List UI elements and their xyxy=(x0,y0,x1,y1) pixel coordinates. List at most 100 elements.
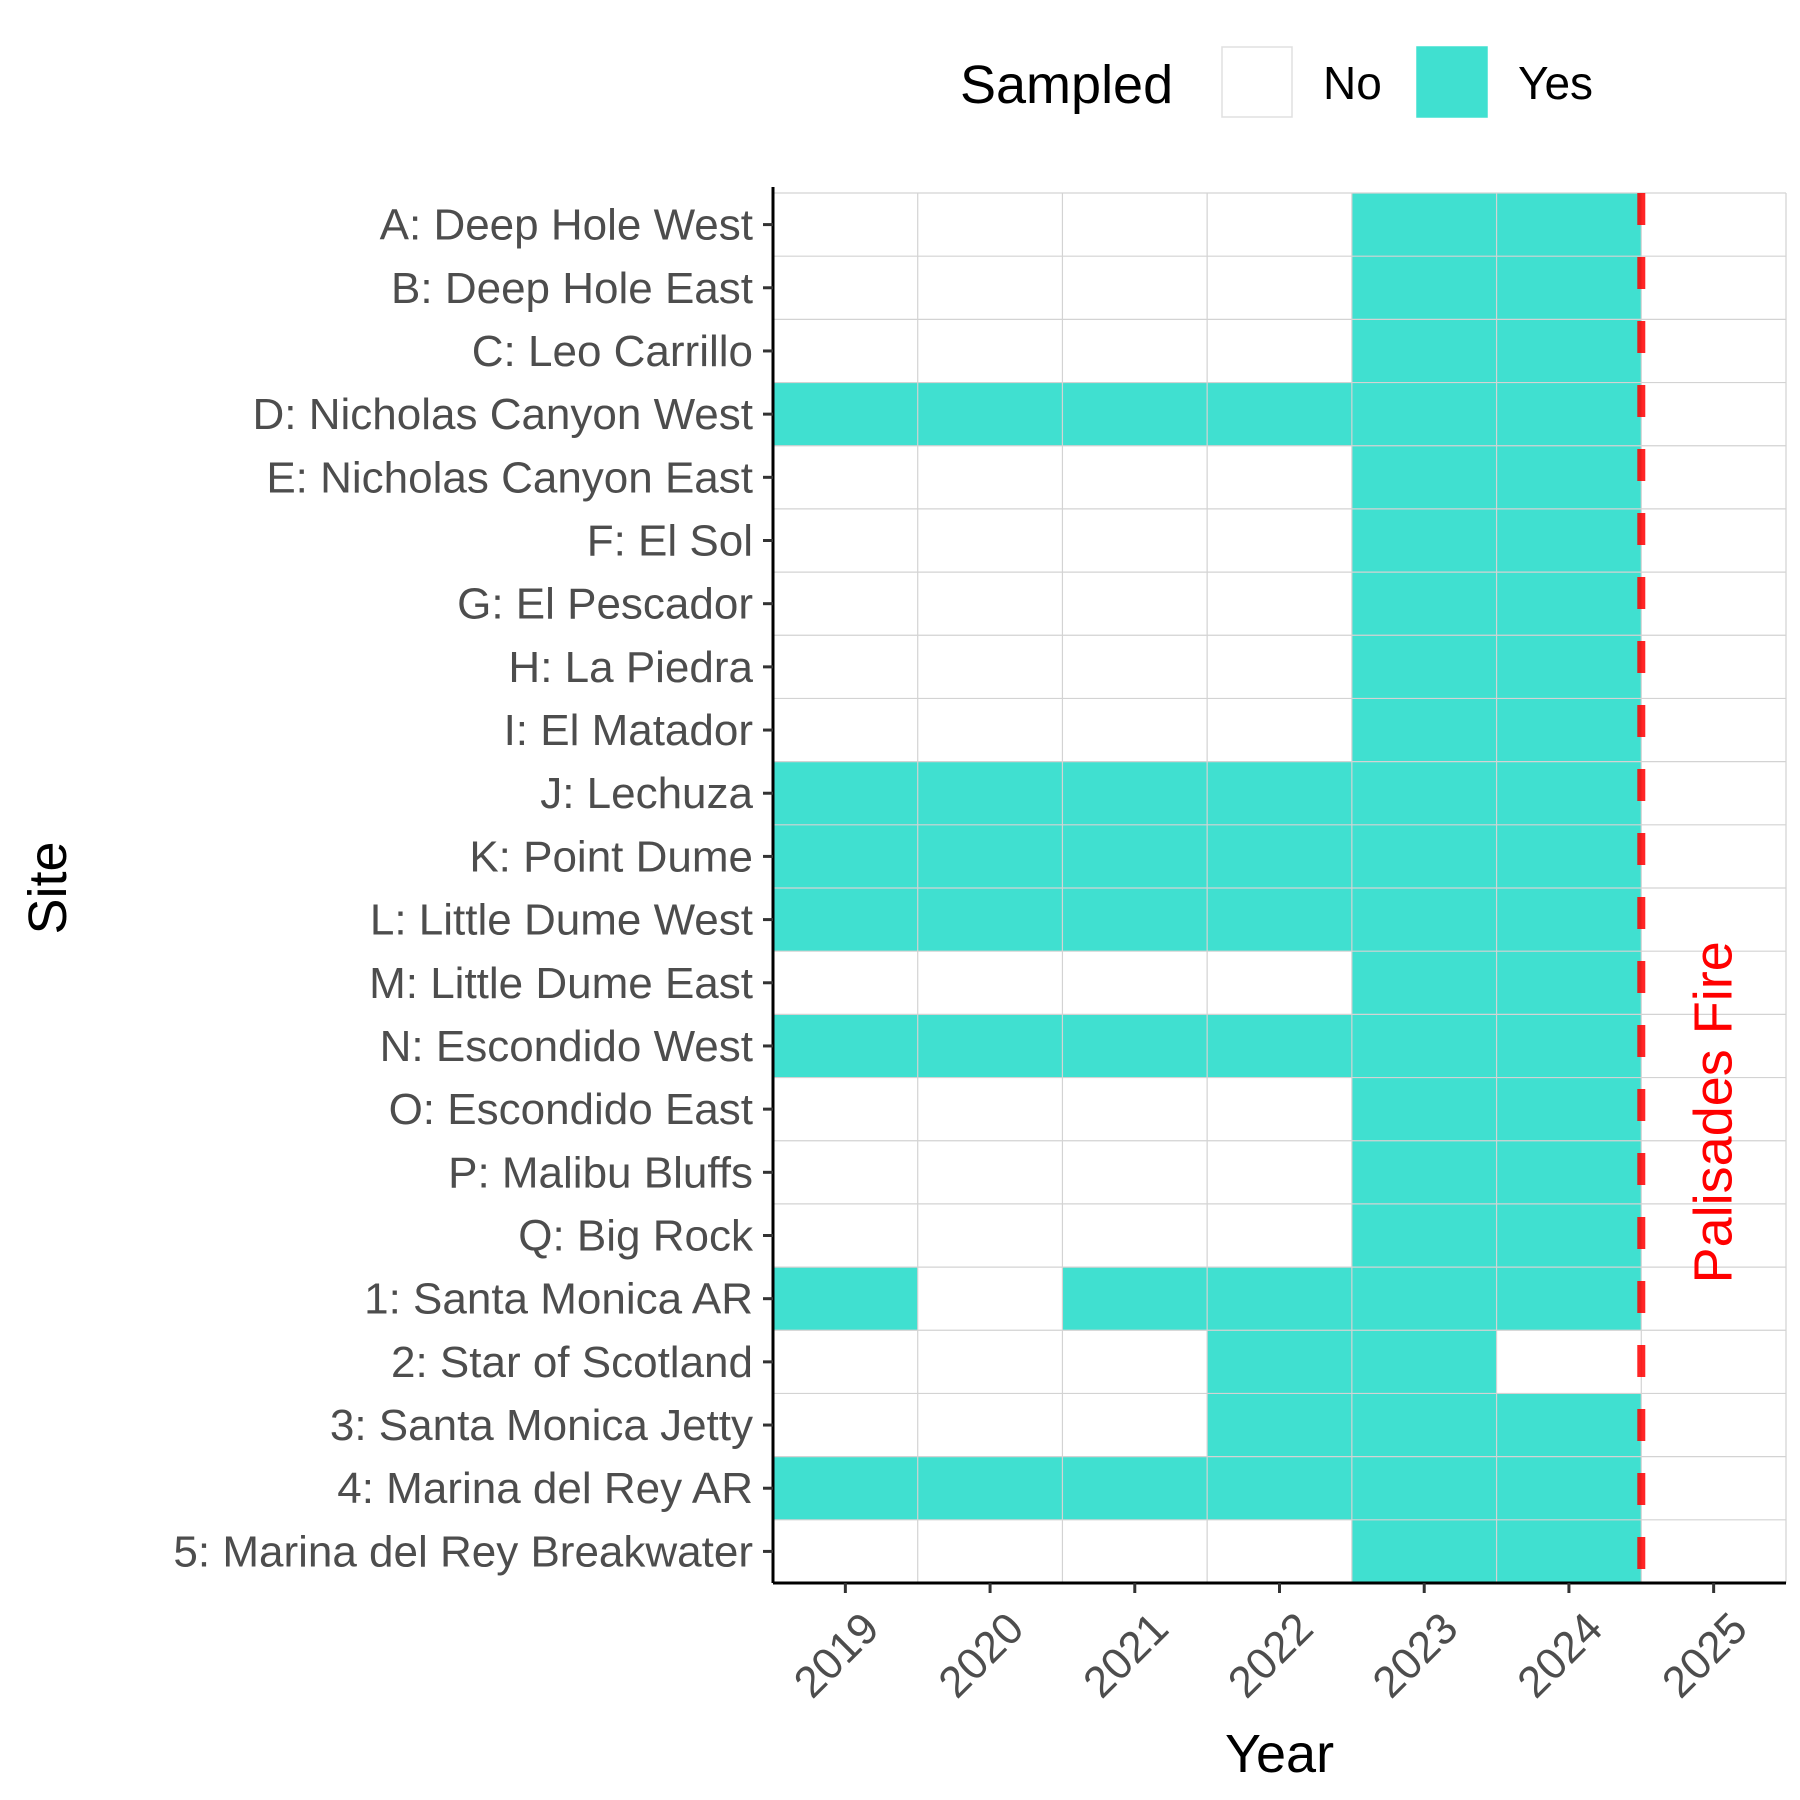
heatmap-cell xyxy=(1351,1519,1498,1584)
heatmap-cell xyxy=(1641,193,1787,257)
heatmap-cell xyxy=(1641,1519,1787,1584)
heatmap-cell xyxy=(1207,1330,1353,1395)
heatmap-cell xyxy=(773,951,919,1015)
y-tick-label: B: Deep Hole East xyxy=(391,264,753,313)
heatmap-cell xyxy=(1207,1140,1353,1205)
heatmap-cell xyxy=(1207,319,1353,384)
heatmap-cell xyxy=(1496,382,1642,447)
heatmap-cell xyxy=(1641,508,1787,573)
heatmap-cell xyxy=(1062,824,1208,889)
heatmap-cell xyxy=(1207,382,1353,447)
heatmap-cell xyxy=(773,1203,919,1268)
heatmap-cell xyxy=(773,1140,919,1205)
heatmap-cell xyxy=(1496,1203,1642,1268)
heatmap-cell xyxy=(1062,1456,1208,1521)
y-tick-label: K: Point Dume xyxy=(469,832,753,881)
heatmap-cell xyxy=(1496,761,1642,826)
heatmap-cell xyxy=(1207,635,1353,700)
x-tick-label: 2022 xyxy=(1219,1603,1323,1707)
heatmap-cell xyxy=(1062,193,1208,257)
heatmap-cell xyxy=(1641,824,1787,889)
y-tick-label: M: Little Dume East xyxy=(369,959,753,1008)
heatmap-cell xyxy=(917,193,1064,257)
heatmap-cell xyxy=(1351,1140,1498,1205)
heatmap-cell xyxy=(1641,951,1787,1015)
heatmap-cell xyxy=(1062,635,1208,700)
heatmap-cell xyxy=(1351,824,1498,889)
heatmap-cell xyxy=(917,1519,1064,1584)
heatmap-cell xyxy=(1207,1393,1353,1458)
heatmap-cell xyxy=(773,1014,919,1079)
y-tick-label: D: Nicholas Canyon West xyxy=(253,390,754,439)
heatmap-cell xyxy=(1351,445,1498,510)
heatmap-cells xyxy=(773,193,1787,1584)
heatmap-cell xyxy=(1496,698,1642,763)
heatmap-cell xyxy=(1062,761,1208,826)
heatmap-cell xyxy=(1641,382,1787,447)
heatmap-cell xyxy=(773,1077,919,1142)
heatmap-cell xyxy=(1351,1456,1498,1521)
x-tick-label: 2024 xyxy=(1508,1603,1612,1707)
heatmap-cell xyxy=(917,1393,1064,1458)
heatmap-cell xyxy=(1207,1267,1353,1331)
heatmap-cell xyxy=(1351,698,1498,763)
heatmap-cell xyxy=(917,761,1064,826)
y-tick-label: H: La Piedra xyxy=(508,643,753,692)
heatmap-cell xyxy=(1641,319,1787,384)
heatmap-cell xyxy=(773,761,919,826)
heatmap-cell xyxy=(1207,1014,1353,1079)
x-tick-label: 2021 xyxy=(1074,1603,1178,1707)
heatmap-cell xyxy=(1496,1267,1642,1331)
heatmap-cell xyxy=(773,1393,919,1458)
heatmap-cell xyxy=(917,951,1064,1015)
heatmap-cell xyxy=(917,1267,1064,1331)
heatmap-cell xyxy=(1351,1077,1498,1142)
heatmap-cell xyxy=(1496,572,1642,636)
heatmap-cell xyxy=(917,1077,1064,1142)
heatmap-cell xyxy=(773,445,919,510)
y-tick-label: A: Deep Hole West xyxy=(380,201,753,250)
heatmap-cell xyxy=(1207,256,1353,320)
heatmap-cell xyxy=(917,319,1064,384)
heatmap-cell xyxy=(1351,1330,1498,1395)
heatmap-cell xyxy=(1641,256,1787,320)
y-tick-label: J: Lechuza xyxy=(540,769,753,818)
heatmap-cell xyxy=(1351,888,1498,952)
heatmap-cell xyxy=(1062,445,1208,510)
heatmap-cell xyxy=(1351,1393,1498,1458)
y-tick-label: F: El Sol xyxy=(587,517,753,566)
y-axis-title: Site xyxy=(18,841,78,934)
heatmap-cell xyxy=(1496,1519,1642,1584)
heatmap-cell xyxy=(1207,888,1353,952)
heatmap-cell xyxy=(1641,1456,1787,1521)
heatmap-cell xyxy=(1351,572,1498,636)
heatmap-cell xyxy=(1351,256,1498,320)
heatmap-cell xyxy=(773,698,919,763)
heatmap-cell xyxy=(1351,1203,1498,1268)
heatmap-cell xyxy=(1641,888,1787,952)
heatmap-cell xyxy=(1496,1330,1642,1395)
heatmap-cell xyxy=(1496,1456,1642,1521)
heatmap-cell xyxy=(773,1456,919,1521)
heatmap-cell xyxy=(917,1330,1064,1395)
legend-key-yes xyxy=(1416,46,1488,118)
heatmap-cell xyxy=(917,1140,1064,1205)
heatmap-cell xyxy=(1207,572,1353,636)
heatmap-cell xyxy=(773,1330,919,1395)
y-axis-ticks: A: Deep Hole West B: Deep Hole East C: Leo… xyxy=(173,201,773,1576)
heatmap-cell xyxy=(1062,1393,1208,1458)
y-tick-label: O: Escondido East xyxy=(389,1085,753,1134)
heatmap-cell xyxy=(917,635,1064,700)
heatmap-cell xyxy=(917,888,1064,952)
heatmap-cell xyxy=(773,193,919,257)
heatmap-cell xyxy=(1351,382,1498,447)
y-tick-label: 3: Santa Monica Jetty xyxy=(330,1401,753,1450)
heatmap-cell xyxy=(773,635,919,700)
heatmap-cell xyxy=(917,382,1064,447)
heatmap-cell xyxy=(1062,572,1208,636)
heatmap-cell xyxy=(773,888,919,952)
heatmap-cell xyxy=(1207,445,1353,510)
heatmap-cell xyxy=(1641,445,1787,510)
heatmap-cell xyxy=(1207,508,1353,573)
